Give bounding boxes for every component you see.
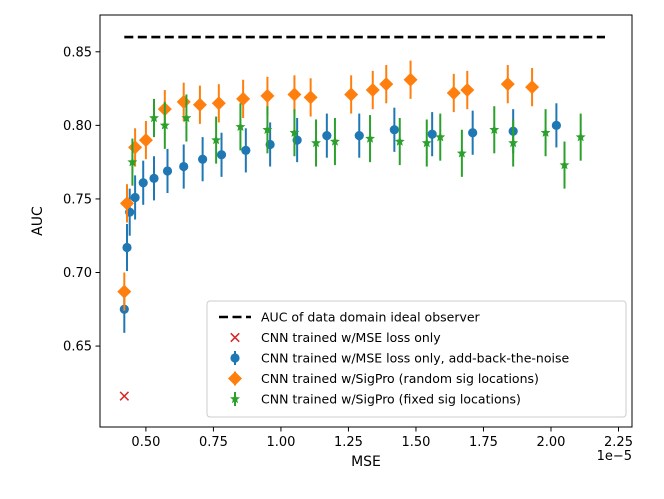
data-point bbox=[551, 120, 561, 130]
legend-marker bbox=[230, 353, 240, 363]
legend-label: AUC of data domain ideal observer bbox=[261, 310, 481, 325]
data-point bbox=[127, 156, 138, 167]
legend-box bbox=[206, 300, 627, 418]
legend-marker bbox=[230, 332, 240, 343]
data-point bbox=[460, 83, 475, 98]
data-point bbox=[540, 127, 551, 137]
y-tick-label: 0.75 bbox=[63, 192, 92, 207]
data-point bbox=[198, 154, 208, 164]
data-point bbox=[130, 192, 140, 203]
legend-marker bbox=[230, 393, 240, 404]
data-point bbox=[435, 131, 446, 142]
data-point bbox=[489, 124, 500, 134]
legend-entry: CNN trained w/MSE loss only, add-back-th… bbox=[230, 351, 569, 366]
axes: 0.50 0.75 1.00 1.25 1.50 1.75 2.00 2.25 0.65 0.70… bbox=[30, 14, 633, 470]
x-tick-label: 1.25 bbox=[334, 435, 363, 450]
data-point bbox=[211, 134, 222, 145]
data-point bbox=[149, 173, 159, 183]
data-point bbox=[159, 120, 170, 130]
data-point bbox=[262, 124, 273, 134]
data-point bbox=[559, 159, 570, 170]
legend-entry: CNN trained w/SigPro (fixed sig location… bbox=[230, 392, 521, 407]
x-tick-label: 0.75 bbox=[199, 435, 228, 450]
legend-entry: CNN trained w/SigPro (random sig locatio… bbox=[228, 371, 539, 386]
plot-frame bbox=[99, 14, 633, 428]
data-point bbox=[456, 148, 467, 158]
data-point bbox=[427, 129, 437, 139]
series-4 bbox=[127, 94, 586, 189]
data-point bbox=[500, 77, 515, 92]
data-point bbox=[403, 72, 418, 87]
series-layer bbox=[117, 35, 605, 401]
data-point bbox=[365, 133, 375, 143]
data-point bbox=[311, 137, 321, 148]
data-point bbox=[322, 131, 332, 141]
data-point bbox=[365, 83, 380, 98]
x-tick-label: 2.00 bbox=[537, 435, 566, 450]
y-tick-label: 0.80 bbox=[63, 119, 92, 134]
y-tick-label: 0.70 bbox=[63, 266, 92, 281]
series-3 bbox=[117, 60, 540, 311]
data-point bbox=[303, 90, 318, 105]
data-point bbox=[525, 80, 540, 95]
data-point bbox=[128, 140, 143, 155]
y-axis-label: AUC bbox=[30, 206, 46, 236]
data-point bbox=[575, 131, 586, 142]
data-point bbox=[508, 137, 519, 148]
data-point bbox=[176, 94, 191, 109]
legend-label: CNN trained w/MSE loss only, add-back-th… bbox=[261, 351, 569, 366]
data-point bbox=[179, 161, 189, 172]
data-point bbox=[421, 137, 432, 148]
data-point bbox=[117, 284, 132, 299]
legend-entry: AUC of data domain ideal observer bbox=[219, 310, 481, 325]
data-point bbox=[211, 96, 226, 111]
x-tick-label: 1.00 bbox=[266, 435, 295, 450]
data-point bbox=[241, 145, 251, 155]
data-point bbox=[289, 127, 300, 137]
x-axis-scale-label: 1e−5 bbox=[597, 449, 632, 464]
data-point bbox=[389, 125, 399, 135]
y-tick-label: 0.65 bbox=[63, 340, 92, 355]
legend-marker-stroke-b bbox=[230, 332, 240, 343]
data-point bbox=[287, 87, 302, 102]
data-point-stroke-b bbox=[119, 391, 130, 401]
data-point bbox=[446, 85, 461, 100]
data-point bbox=[138, 133, 153, 148]
legend-marker bbox=[228, 371, 242, 386]
legend-label: CNN trained w/SigPro (random sig locatio… bbox=[261, 371, 539, 386]
data-point bbox=[344, 87, 359, 102]
data-point bbox=[236, 91, 251, 106]
data-point bbox=[330, 136, 340, 146]
data-point bbox=[162, 166, 173, 176]
data-point bbox=[119, 391, 130, 401]
legend: AUC of data domain ideal observer CNN tra… bbox=[206, 300, 627, 418]
legend-label: CNN trained w/SigPro (fixed sig location… bbox=[261, 392, 521, 407]
data-point bbox=[394, 136, 405, 146]
x-tick-label: 2.25 bbox=[604, 435, 633, 450]
data-point bbox=[354, 131, 364, 141]
x-tick-label: 1.50 bbox=[401, 435, 430, 450]
x-tick-label: 0.50 bbox=[131, 435, 160, 450]
data-point bbox=[260, 88, 275, 103]
y-tick-label: 0.85 bbox=[63, 45, 92, 60]
data-point bbox=[235, 121, 246, 132]
data-point bbox=[122, 242, 132, 253]
data-point bbox=[216, 150, 227, 160]
data-point bbox=[192, 97, 207, 112]
data-point bbox=[120, 196, 135, 211]
data-point bbox=[379, 77, 394, 92]
x-tick-label: 1.75 bbox=[469, 435, 498, 450]
legend-entry: CNN trained w/MSE loss only bbox=[230, 330, 441, 345]
series-1 bbox=[119, 391, 130, 401]
data-point bbox=[468, 128, 478, 138]
data-point bbox=[149, 112, 159, 123]
legend-label: CNN trained w/MSE loss only bbox=[261, 330, 441, 345]
x-axis-label: MSE bbox=[351, 454, 381, 470]
data-point bbox=[181, 112, 192, 123]
data-point bbox=[138, 178, 148, 188]
